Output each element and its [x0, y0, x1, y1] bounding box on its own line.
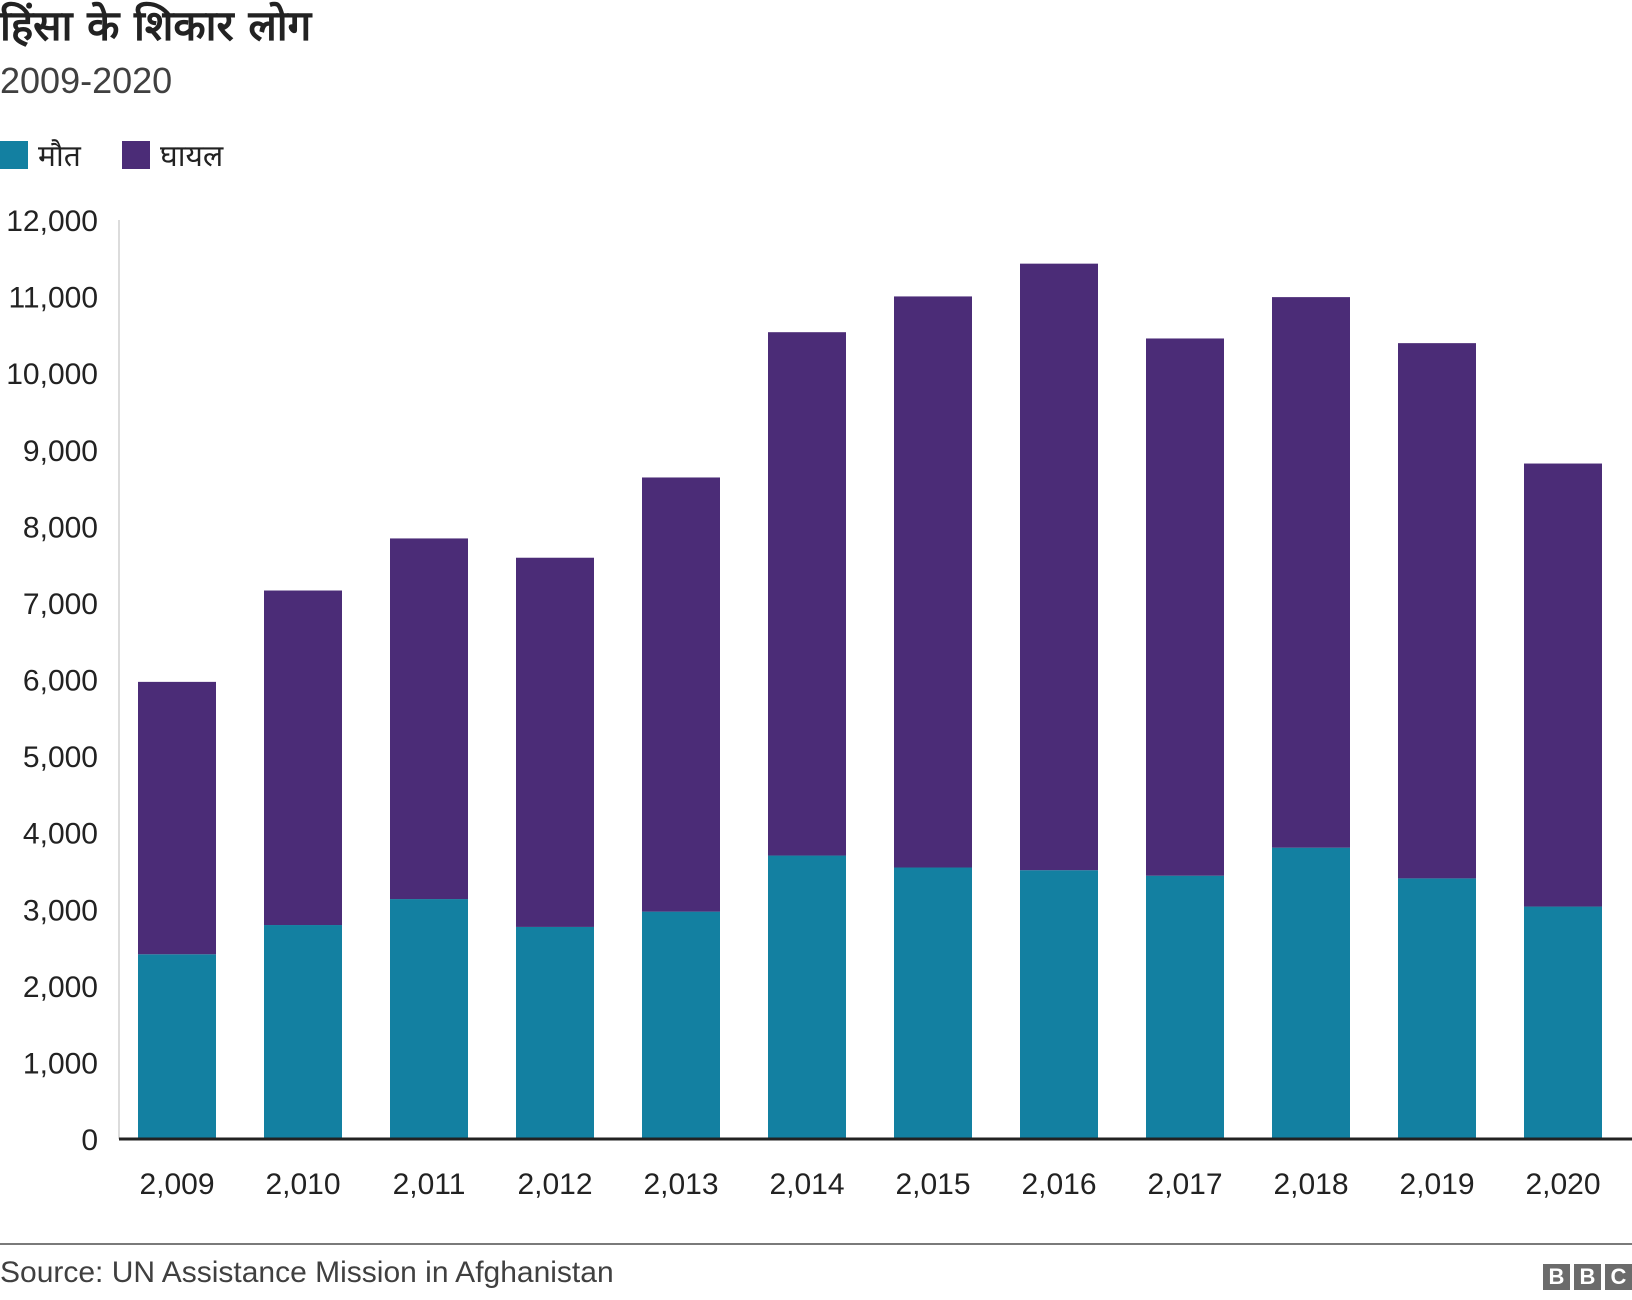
y-tick-label: 7,000: [23, 588, 98, 621]
y-tick-label: 8,000: [23, 511, 98, 544]
x-tick-label: 2,017: [1147, 1168, 1222, 1201]
x-tick-label: 2,020: [1525, 1168, 1600, 1201]
bar-deaths: [1524, 906, 1602, 1139]
bar-deaths: [1146, 875, 1224, 1139]
x-tick-label: 2,010: [265, 1168, 340, 1201]
x-tick-label: 2,009: [139, 1168, 214, 1201]
x-tick-label: 2,013: [643, 1168, 718, 1201]
y-tick-label: 4,000: [23, 818, 98, 851]
bar-deaths: [516, 926, 594, 1139]
chart-title: हिंसा के शिकार लोग: [0, 1, 312, 50]
footer-divider: [0, 1243, 1632, 1245]
chart-subtitle: 2009-2020: [0, 60, 173, 101]
logo-letter: B: [1574, 1264, 1601, 1290]
y-tick-label: 5,000: [23, 741, 98, 774]
bar-deaths: [642, 911, 720, 1139]
x-tick-label: 2,012: [517, 1168, 592, 1201]
bar-injured: [1146, 338, 1224, 876]
bar-injured: [390, 538, 468, 900]
x-tick-label: 2,014: [769, 1168, 844, 1201]
stacked-bar-chart: 0 1,000 2,000 3,000 4,000 5,000 6,000 7,000 8,00…: [6, 205, 1632, 1201]
y-tick-label: 1,000: [23, 1047, 98, 1080]
bar-deaths: [138, 954, 216, 1139]
bar-injured: [138, 681, 216, 955]
x-tick-label: 2,016: [1021, 1168, 1096, 1201]
bar-deaths: [1398, 878, 1476, 1139]
logo-letter: B: [1543, 1264, 1570, 1290]
logo-letter: C: [1605, 1264, 1632, 1290]
legend-item-injured: घायल: [122, 134, 223, 175]
bar-injured: [1524, 463, 1602, 907]
y-tick-label: 0: [81, 1124, 98, 1157]
bar-deaths: [894, 867, 972, 1139]
legend-swatch-injured: [122, 140, 150, 169]
y-tick-label: 12,000: [6, 205, 98, 238]
x-tick-label: 2,018: [1273, 1168, 1348, 1201]
y-tick-label: 10,000: [6, 358, 98, 391]
bar-injured: [516, 557, 594, 927]
y-tick-label: 11,000: [8, 282, 98, 315]
bar-injured: [894, 296, 972, 868]
legend-label-injured: घायल: [160, 139, 224, 174]
bar-deaths: [264, 925, 342, 1139]
bar-deaths: [390, 899, 468, 1139]
bar-deaths: [1272, 847, 1350, 1139]
y-tick-label: 2,000: [23, 971, 98, 1004]
bar-deaths: [1020, 870, 1098, 1139]
bar-injured: [264, 590, 342, 926]
bar-injured: [1398, 343, 1476, 879]
y-tick-label: 9,000: [23, 435, 98, 468]
source-note: Source: UN Assistance Mission in Afghani…: [0, 1256, 614, 1289]
bar-injured: [768, 332, 846, 856]
x-tick-label: 2,019: [1399, 1168, 1474, 1201]
y-tick-label: 6,000: [23, 665, 98, 698]
x-tick-label: 2,015: [895, 1168, 970, 1201]
bar-injured: [1272, 297, 1350, 848]
legend-label-deaths: मौत: [38, 139, 81, 174]
bar-injured: [1020, 263, 1098, 871]
y-tick-label: 3,000: [23, 894, 98, 927]
bbc-logo: B B C: [1543, 1264, 1632, 1290]
bar-deaths: [768, 855, 846, 1139]
bar-injured: [642, 477, 720, 912]
legend-item-deaths: मौत: [0, 134, 81, 175]
legend-swatch-deaths: [0, 140, 28, 169]
x-tick-label: 2,011: [393, 1168, 466, 1201]
